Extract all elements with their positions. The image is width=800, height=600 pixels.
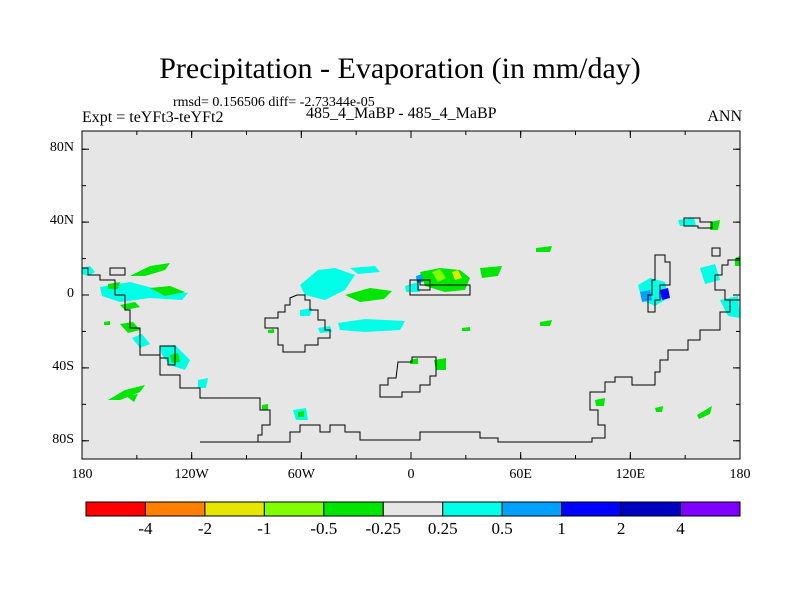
colorbar-label: 0.25: [427, 519, 458, 538]
africa-inner-outline: [417, 279, 431, 291]
east-asia-outline: [647, 254, 671, 313]
lon-label: 0: [407, 467, 415, 482]
colorbar-swatch: [620, 501, 682, 517]
colorbar-swatch: [144, 501, 206, 517]
case-names: 485_4_MaBP - 485_4_MaBP: [306, 105, 497, 122]
continent-outlines: [82, 217, 741, 443]
colorbar-swatch: [680, 501, 741, 517]
lon-label: 60E: [509, 467, 532, 482]
antarctica-outline: [258, 299, 740, 443]
anomaly-cyan: [198, 378, 208, 388]
lat-label: 40N: [49, 213, 74, 229]
anomaly-green: [126, 394, 138, 402]
lon-label: 120W: [174, 467, 209, 482]
anomaly-green: [268, 329, 274, 333]
south-america-outline: [264, 294, 331, 353]
anomaly-green: [108, 385, 145, 400]
anomaly-cyan: [405, 282, 420, 292]
colorbar-label: -4: [138, 519, 153, 538]
anomaly-green: [262, 404, 268, 410]
colorbar: [85, 501, 741, 517]
anomaly-green: [345, 288, 392, 302]
colorbar-label: -2: [197, 519, 212, 538]
anomaly-lightgreen: [432, 269, 446, 282]
colorbar-label: 4: [676, 519, 685, 538]
antarctic-peninsula-outline: [82, 267, 271, 443]
anomaly-cyan: [678, 218, 696, 226]
anomaly-green: [298, 411, 304, 417]
west-pacific-land-outline: [109, 267, 126, 276]
anomaly-green: [536, 246, 552, 252]
experiment-label: Expt = teYFt3-teYFt2: [82, 109, 224, 126]
anomaly-cyan: [100, 282, 188, 302]
anomaly-darkblue: [660, 288, 670, 300]
lon-label: 180: [729, 467, 751, 482]
colorbar-label: 2: [616, 519, 626, 538]
anomaly-cyan: [350, 266, 380, 274]
axis-ticks: [81, 131, 741, 459]
season-label: ANN: [707, 108, 742, 125]
colorbar-swatch: [323, 501, 384, 517]
lon-label: 180: [71, 467, 93, 482]
anomaly-cyan: [300, 268, 355, 300]
colorbar-swatch: [561, 501, 622, 517]
colorbar-swatch: [382, 501, 444, 517]
lat-label: 0: [67, 286, 74, 301]
colorbar-swatch: [85, 501, 146, 517]
chart-title: Precipitation - Evaporation (in mm/day): [159, 52, 641, 85]
anomaly-green: [104, 321, 110, 325]
equatorial-island-outline: [711, 247, 721, 257]
colorbar-swatch: [204, 501, 265, 517]
rmsd-stats: rmsd= 0.156506 diff= -2.73344e-05: [173, 95, 375, 110]
japan-outline: [683, 217, 713, 229]
colorbar-label: -0.25: [365, 519, 401, 538]
colorbar-label: 0.5: [491, 519, 513, 538]
colorbar-swatch: [501, 501, 563, 517]
colorbar-label: 1: [557, 519, 566, 538]
lat-label: 80S: [52, 431, 74, 447]
lat-label: 40S: [52, 358, 74, 374]
colorbar-label: -0.5: [310, 519, 338, 538]
anomaly-green: [150, 286, 185, 296]
anomaly-green: [595, 398, 605, 406]
anomaly-green: [108, 282, 120, 289]
southern-africa-outline: [379, 356, 437, 398]
anomaly-green: [434, 358, 446, 370]
anomaly-cyan: [132, 334, 150, 348]
anomaly-blue: [640, 290, 652, 302]
anomaly-green: [480, 266, 502, 278]
anomaly-green: [697, 406, 712, 419]
anomaly-green: [655, 406, 663, 412]
colorbar-label: -1: [257, 519, 272, 538]
anomaly-fields: [82, 218, 740, 420]
anomaly-green: [462, 327, 470, 331]
lon-label: 120E: [615, 467, 646, 482]
lon-label: 60W: [287, 467, 315, 482]
anomaly-yellow: [452, 270, 462, 280]
anomaly-cyan: [338, 319, 405, 332]
lat-label: 80N: [49, 140, 74, 156]
colorbar-swatch: [263, 501, 325, 517]
anomaly-cyan: [300, 308, 312, 316]
colorbar-swatch: [442, 501, 503, 517]
anomaly-green: [130, 263, 170, 276]
anomaly-green: [540, 320, 552, 326]
